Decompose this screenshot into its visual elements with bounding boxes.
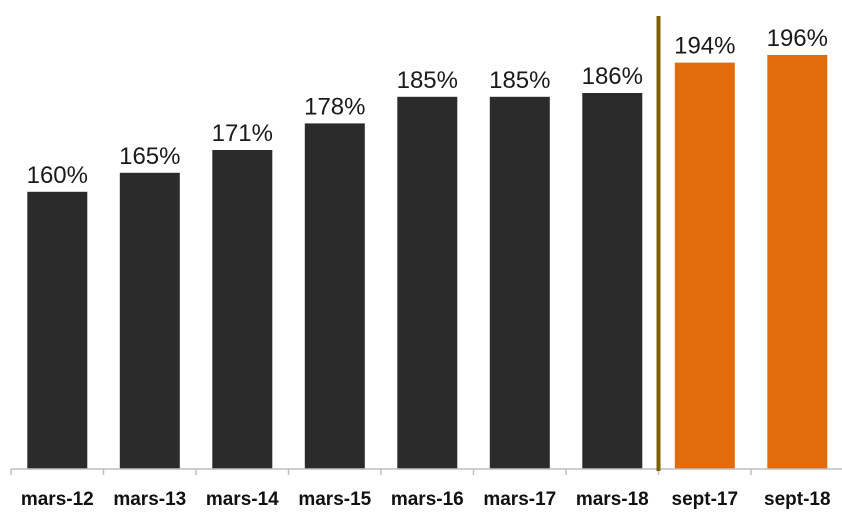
bar-mars-18 [582,93,643,469]
category-label-mars-17: mars-17 [483,489,556,510]
bar-mars-15 [304,123,365,470]
data-label-mars-18: 186% [582,63,643,90]
data-label-sept-17: 194% [674,33,735,60]
bar-mars-16 [397,96,458,470]
category-label-mars-15: mars-15 [298,489,371,510]
category-label-mars-13: mars-13 [113,489,186,510]
bar-mars-12 [27,191,88,470]
category-label-sept-18: sept-18 [764,489,831,510]
category-labels-layer: mars-12 mars-13 mars-14 mars-15 mars-16 mars-… [21,489,831,510]
data-label-mars-16: 185% [397,67,458,94]
data-label-sept-18: 196% [767,25,828,52]
data-label-mars-14: 171% [212,120,273,147]
bar-mars-14 [212,150,273,469]
value-labels-layer: 160% 165% 171% 178% 185% 185% 186% 194% 196% [27,25,828,189]
category-label-sept-17: sept-17 [672,489,739,510]
bar-sept-18 [767,55,828,469]
bar-sept-17 [674,62,735,469]
data-label-mars-15: 178% [304,93,365,120]
category-label-mars-16: mars-16 [391,489,464,510]
bars-layer [27,55,828,470]
bar-mars-17 [489,96,550,470]
category-label-mars-18: mars-18 [576,489,649,510]
data-label-mars-12: 160% [27,162,88,189]
data-label-mars-13: 165% [119,143,180,170]
data-label-mars-17: 185% [489,67,550,94]
x-axis-ticks [10,469,752,475]
category-label-mars-12: mars-12 [21,489,94,510]
category-label-mars-14: mars-14 [206,489,279,510]
bar-mars-13 [119,172,180,470]
